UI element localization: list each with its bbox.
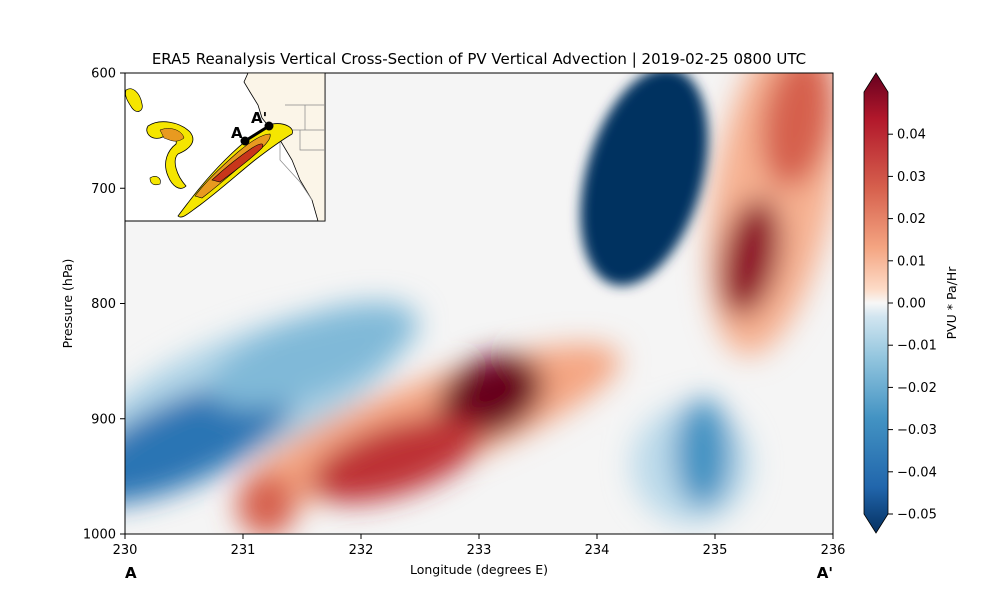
- plot-area: [125, 73, 833, 534]
- x-tick-label: 236: [821, 543, 846, 558]
- colorbar-tick-label: 0.01: [897, 254, 926, 269]
- inset-map: A A': [124, 72, 326, 222]
- field-feature-1: [720, 198, 781, 317]
- x-axis-ticks: 230 231 232 233 234 235 236: [113, 534, 846, 558]
- colorbar-tick-label: 0.03: [897, 170, 926, 185]
- y-tick-label: 700: [91, 182, 116, 197]
- colorbar-label: PVU * Pa/Hr: [944, 266, 959, 340]
- inset-contour-blob: [125, 88, 143, 112]
- field-feature-5: [236, 473, 297, 534]
- colorbar-ticks: 0.04 0.03 0.02 0.01 0.00 −0.01 −0.02 −0.03 −0.04…: [888, 128, 937, 523]
- colorbar-tick-label: −0.02: [897, 381, 937, 396]
- inset-section-start-marker: [240, 136, 250, 146]
- colorbar-tick-label: 0.02: [897, 212, 926, 227]
- colorbar-tick-label: −0.04: [897, 465, 937, 480]
- section-start-label: A: [125, 564, 137, 582]
- field-feature-4: [310, 415, 483, 503]
- chart-title: ERA5 Reanalysis Vertical Cross-Section o…: [152, 50, 806, 68]
- inset-section-start-label: A: [231, 124, 243, 142]
- colorbar-tick-label: −0.01: [897, 339, 937, 354]
- colorbar-body: [863, 72, 889, 534]
- field-layer: [125, 73, 833, 534]
- x-tick-label: 234: [585, 543, 610, 558]
- y-tick-label: 1000: [83, 528, 116, 543]
- y-axis-ticks: 600 700 800 900 1000: [83, 67, 125, 543]
- x-tick-label: 233: [467, 543, 492, 558]
- section-end-label: A': [817, 564, 833, 582]
- inset-state-borders: [268, 104, 325, 201]
- colorbar-tick-label: −0.03: [897, 423, 937, 438]
- x-tick-label: 231: [231, 543, 256, 558]
- inset-section-end-marker: [264, 121, 274, 131]
- field-feature-3: [438, 354, 544, 438]
- x-axis-label: Longitude (degrees E): [410, 562, 548, 577]
- y-tick-label: 800: [91, 297, 116, 312]
- field-soft-layer: [125, 73, 833, 534]
- field-feature-6: [125, 379, 295, 504]
- field-feature-2: [761, 73, 833, 189]
- field-feature-0: [580, 73, 708, 286]
- x-tick-label: 232: [349, 543, 374, 558]
- field-feature-7: [209, 302, 419, 409]
- colorbar-tick-label: −0.05: [897, 508, 937, 523]
- x-tick-label: 235: [703, 543, 728, 558]
- colorbar-tick-label: 0.04: [897, 128, 926, 143]
- y-axis-label: Pressure (hPa): [60, 259, 75, 349]
- inset-contour-hook-core: [159, 128, 185, 142]
- inset-section-end-label: A': [251, 109, 267, 127]
- x-tick-label: 230: [113, 543, 138, 558]
- field-feature-8: [675, 398, 732, 509]
- colorbar-tick-label: 0.00: [897, 297, 926, 312]
- inset-section-line: [244, 124, 270, 143]
- field-sharp-layer: [580, 73, 708, 286]
- inset-contour-inner: [211, 143, 264, 183]
- colorbar: 0.04 0.03 0.02 0.01 0.00 −0.01 −0.02 −0.03 −0.04…: [863, 72, 959, 534]
- y-tick-label: 900: [91, 412, 116, 427]
- inset-contour-small: [149, 176, 161, 186]
- y-tick-label: 600: [91, 67, 116, 82]
